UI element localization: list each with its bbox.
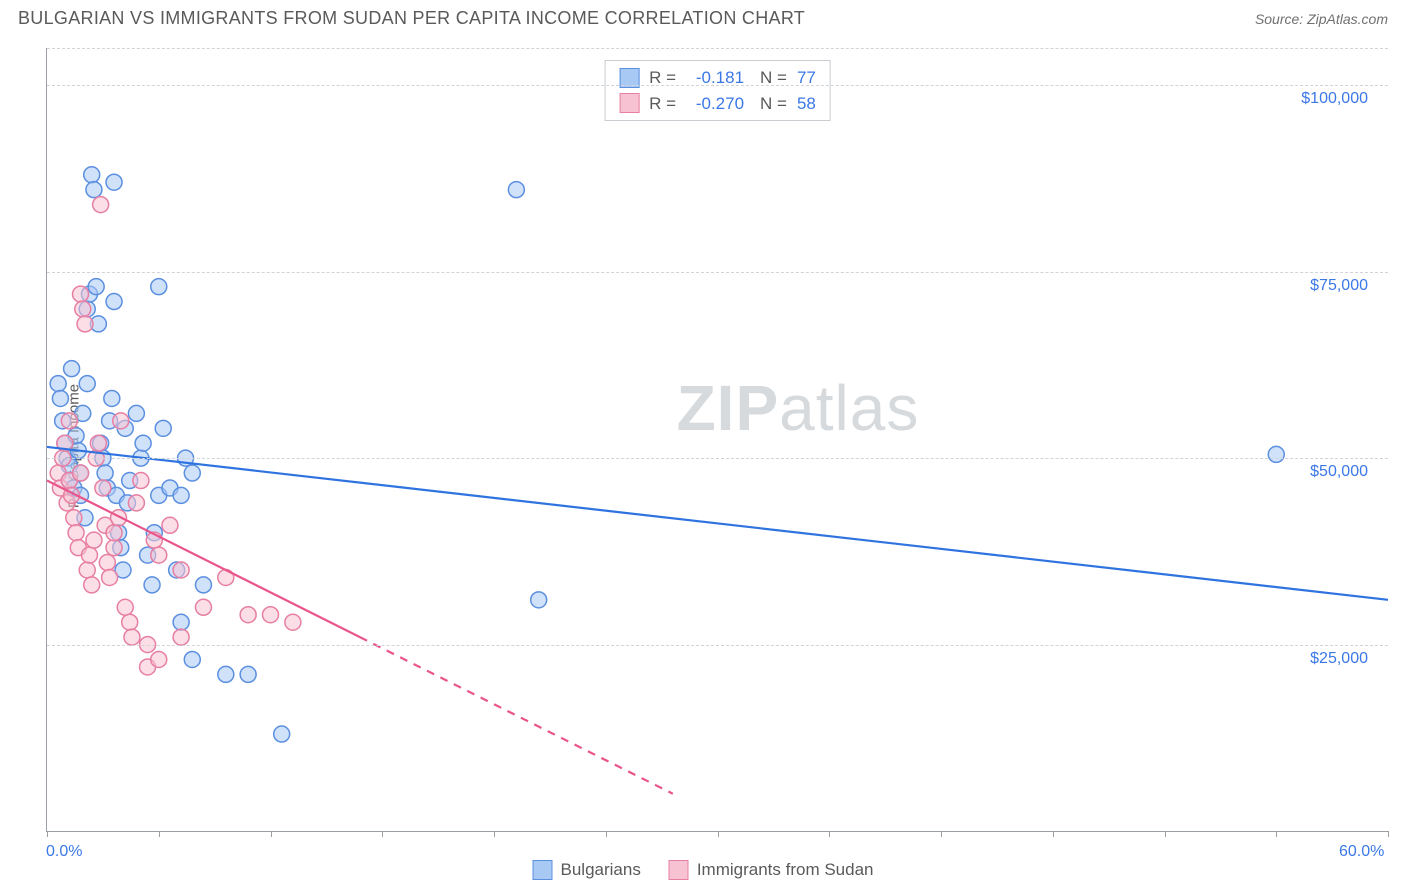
x-tick <box>941 831 942 837</box>
gridline <box>47 458 1388 459</box>
stat-r-label: R = <box>649 65 676 91</box>
stat-n-value: 58 <box>797 91 816 117</box>
y-tick-label: $75,000 <box>1310 277 1368 295</box>
legend-item: Bulgarians <box>532 860 640 880</box>
stat-n-label: N = <box>760 91 787 117</box>
x-tick <box>1053 831 1054 837</box>
x-tick <box>159 831 160 837</box>
stat-r-label: R = <box>649 91 676 117</box>
stats-box: R = -0.181 N = 77 R = -0.270 N = 58 <box>604 60 831 121</box>
x-tick <box>494 831 495 837</box>
x-tick <box>718 831 719 837</box>
stats-row: R = -0.181 N = 77 <box>619 65 816 91</box>
legend-label: Immigrants from Sudan <box>697 860 874 880</box>
stat-n-label: N = <box>760 65 787 91</box>
stats-row: R = -0.270 N = 58 <box>619 91 816 117</box>
stat-n-value: 77 <box>797 65 816 91</box>
x-tick <box>382 831 383 837</box>
gridline <box>47 272 1388 273</box>
chart-title: BULGARIAN VS IMMIGRANTS FROM SUDAN PER C… <box>18 8 805 29</box>
swatch-icon <box>619 93 639 113</box>
y-tick-label: $50,000 <box>1310 463 1368 481</box>
legend-label: Bulgarians <box>560 860 640 880</box>
x-axis-min-label: 0.0% <box>46 843 82 861</box>
swatch-icon <box>669 860 689 880</box>
plot-svg <box>47 48 1388 831</box>
y-tick-label: $25,000 <box>1310 650 1368 668</box>
chart-plot-area: ZIPatlas R =-0.181N =77R =-0.270N =58 $2… <box>46 48 1388 832</box>
y-tick-label: $100,000 <box>1301 90 1368 108</box>
gridline <box>47 85 1388 86</box>
gridline <box>47 645 1388 646</box>
stat-r-value: -0.270 <box>686 91 744 117</box>
legend-bottom: Bulgarians Immigrants from Sudan <box>532 860 873 880</box>
stat-r-value: -0.181 <box>686 65 744 91</box>
swatch-icon <box>532 860 552 880</box>
chart-source: Source: ZipAtlas.com <box>1255 11 1388 27</box>
x-tick <box>1388 831 1389 837</box>
legend-item: Immigrants from Sudan <box>669 860 874 880</box>
x-tick <box>1276 831 1277 837</box>
x-tick <box>47 831 48 837</box>
x-tick <box>606 831 607 837</box>
x-tick <box>1165 831 1166 837</box>
x-tick <box>271 831 272 837</box>
x-axis-max-label: 60.0% <box>1339 843 1384 861</box>
gridline <box>47 48 1388 49</box>
x-tick <box>829 831 830 837</box>
